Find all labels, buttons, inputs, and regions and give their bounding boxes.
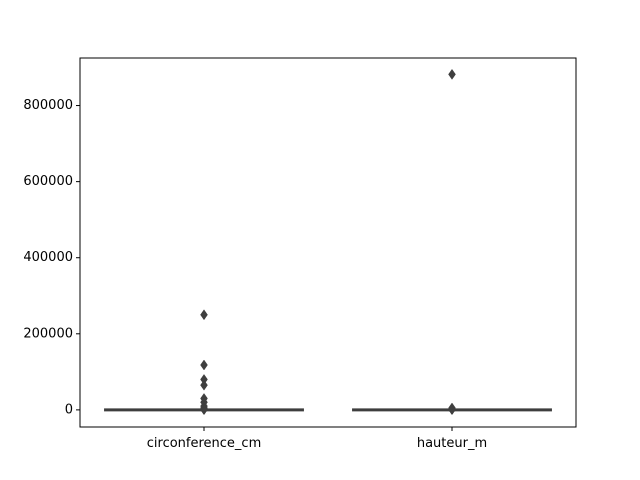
outlier-point [200,379,208,391]
y-tick-label: 800000 [23,98,73,113]
outlier-point [448,68,456,80]
plot-area [104,68,552,416]
axes-frame [79,57,577,428]
box-hauteur_m [352,68,552,416]
x-axis: circonference_cm hauteur_m [147,427,487,451]
y-axis: 0 200000 400000 600000 800000 [23,98,80,417]
x-tick-label: circonference_cm [147,436,262,451]
y-tick-label: 600000 [23,174,73,189]
y-tick-label: 0 [65,402,73,417]
outlier-point [448,404,456,416]
x-tick-label: hauteur_m [417,436,487,451]
box-circonference_cm [104,309,304,416]
y-tick-label: 400000 [23,250,73,265]
y-tick-label: 200000 [23,326,73,341]
outlier-point [200,359,208,371]
outlier-point [200,404,208,416]
outlier-point [200,309,208,321]
